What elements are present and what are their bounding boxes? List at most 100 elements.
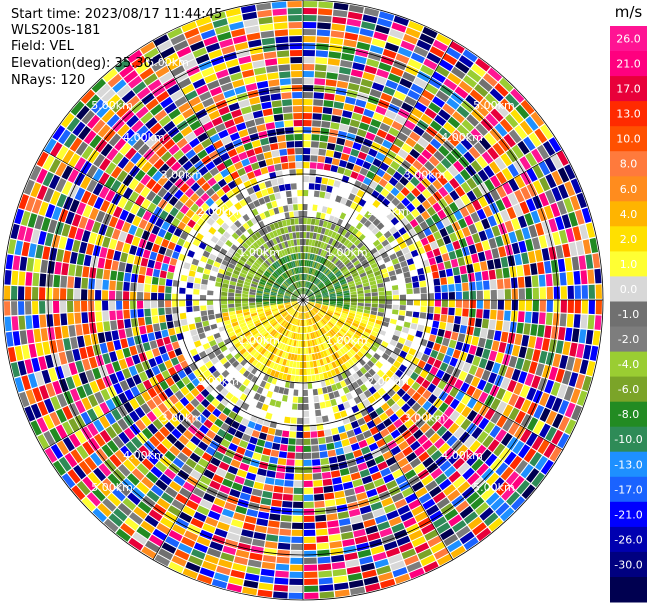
gate-cell xyxy=(532,287,539,299)
gate-cell xyxy=(268,266,274,273)
gate-cell xyxy=(349,254,356,261)
gate-cell xyxy=(266,258,273,265)
gate-cell xyxy=(343,292,350,296)
gate-cell xyxy=(417,548,433,560)
gate-cell xyxy=(251,208,259,216)
gate-cell xyxy=(32,272,40,287)
gate-cell xyxy=(43,188,55,203)
gate-cell xyxy=(480,118,494,132)
gate-cell xyxy=(377,378,386,387)
gate-cell xyxy=(361,319,368,325)
gate-cell xyxy=(291,276,295,283)
gate-cell xyxy=(452,266,460,276)
gate-cell xyxy=(164,468,176,480)
gate-cell xyxy=(175,493,188,505)
gate-cell xyxy=(285,305,292,309)
gate-cell xyxy=(272,321,278,327)
gate-cell xyxy=(264,342,271,350)
gate-cell xyxy=(570,195,581,211)
gate-cell xyxy=(411,381,421,391)
gate-cell xyxy=(323,326,329,333)
gate-cell xyxy=(154,109,167,122)
gate-cell xyxy=(278,64,290,72)
gate-cell xyxy=(276,325,282,332)
gate-cell xyxy=(344,423,353,432)
gate-cell xyxy=(146,190,157,202)
gate-cell xyxy=(429,46,445,58)
gate-cell xyxy=(331,384,338,392)
gate-cell xyxy=(222,316,230,322)
gate-cell xyxy=(122,243,131,254)
gate-cell xyxy=(514,410,526,425)
gate-cell xyxy=(369,314,377,320)
gate-cell xyxy=(96,322,104,333)
gate-cell xyxy=(308,296,315,299)
gate-cell xyxy=(347,341,354,348)
gate-cell xyxy=(196,536,211,547)
gate-cell xyxy=(565,228,575,243)
gate-cell xyxy=(235,300,242,304)
gate-cell xyxy=(391,207,400,216)
gate-cell xyxy=(279,71,291,79)
gate-cell xyxy=(352,62,365,71)
gate-cell xyxy=(290,564,303,571)
gate-cell xyxy=(383,156,393,166)
gate-cell xyxy=(384,348,393,356)
gate-cell xyxy=(260,348,267,355)
gate-cell xyxy=(221,222,230,231)
gate-cell xyxy=(160,517,174,529)
gate-cell xyxy=(259,266,266,272)
gate-cell xyxy=(476,463,489,476)
gate-cell xyxy=(472,233,481,244)
gate-cell xyxy=(203,419,214,429)
gate-cell xyxy=(144,284,151,292)
gate-cell xyxy=(303,288,305,295)
gate-cell xyxy=(279,78,291,86)
gate-cell xyxy=(224,502,237,512)
gate-cell xyxy=(292,403,298,410)
gate-cell xyxy=(216,162,226,172)
azimuth-line xyxy=(302,299,563,451)
gate-cell xyxy=(94,391,105,404)
gate-cell xyxy=(315,298,322,300)
gate-cell xyxy=(337,226,344,234)
gate-cell xyxy=(254,249,262,257)
gate-cell xyxy=(78,216,88,229)
gate-cell xyxy=(212,93,225,103)
gate-cell xyxy=(242,351,250,358)
gate-cell xyxy=(333,575,348,584)
gate-cell xyxy=(382,86,396,96)
gate-cell xyxy=(461,449,474,462)
gate-cell xyxy=(217,226,226,235)
gate-cell xyxy=(240,417,250,427)
gate-cell xyxy=(128,75,143,89)
gate-cell xyxy=(424,428,436,439)
gate-cell xyxy=(161,370,171,380)
gate-cell xyxy=(439,362,449,372)
gate-cell xyxy=(520,464,534,479)
gate-cell xyxy=(190,264,198,272)
gate-cell xyxy=(257,9,272,18)
gate-cell xyxy=(158,115,172,127)
gate-cell xyxy=(135,227,144,238)
gate-cell xyxy=(234,352,242,360)
gate-cell xyxy=(314,240,319,247)
gate-cell xyxy=(234,252,242,259)
gate-cell xyxy=(315,296,322,298)
gate-cell xyxy=(266,434,275,442)
gate-cell xyxy=(279,319,285,325)
gate-cell xyxy=(174,390,185,401)
gate-cell xyxy=(268,520,280,528)
gate-cell xyxy=(209,167,220,177)
gate-cell xyxy=(377,521,391,531)
gate-cell xyxy=(140,111,154,124)
gate-cell xyxy=(487,147,499,160)
gate-cell xyxy=(68,418,80,432)
gate-cell xyxy=(549,446,562,462)
gate-cell xyxy=(432,491,446,504)
gate-cell xyxy=(230,72,243,82)
gate-cell xyxy=(115,219,125,231)
gate-cell xyxy=(284,298,291,300)
gate-cell xyxy=(589,345,599,361)
gate-cell xyxy=(136,463,150,476)
